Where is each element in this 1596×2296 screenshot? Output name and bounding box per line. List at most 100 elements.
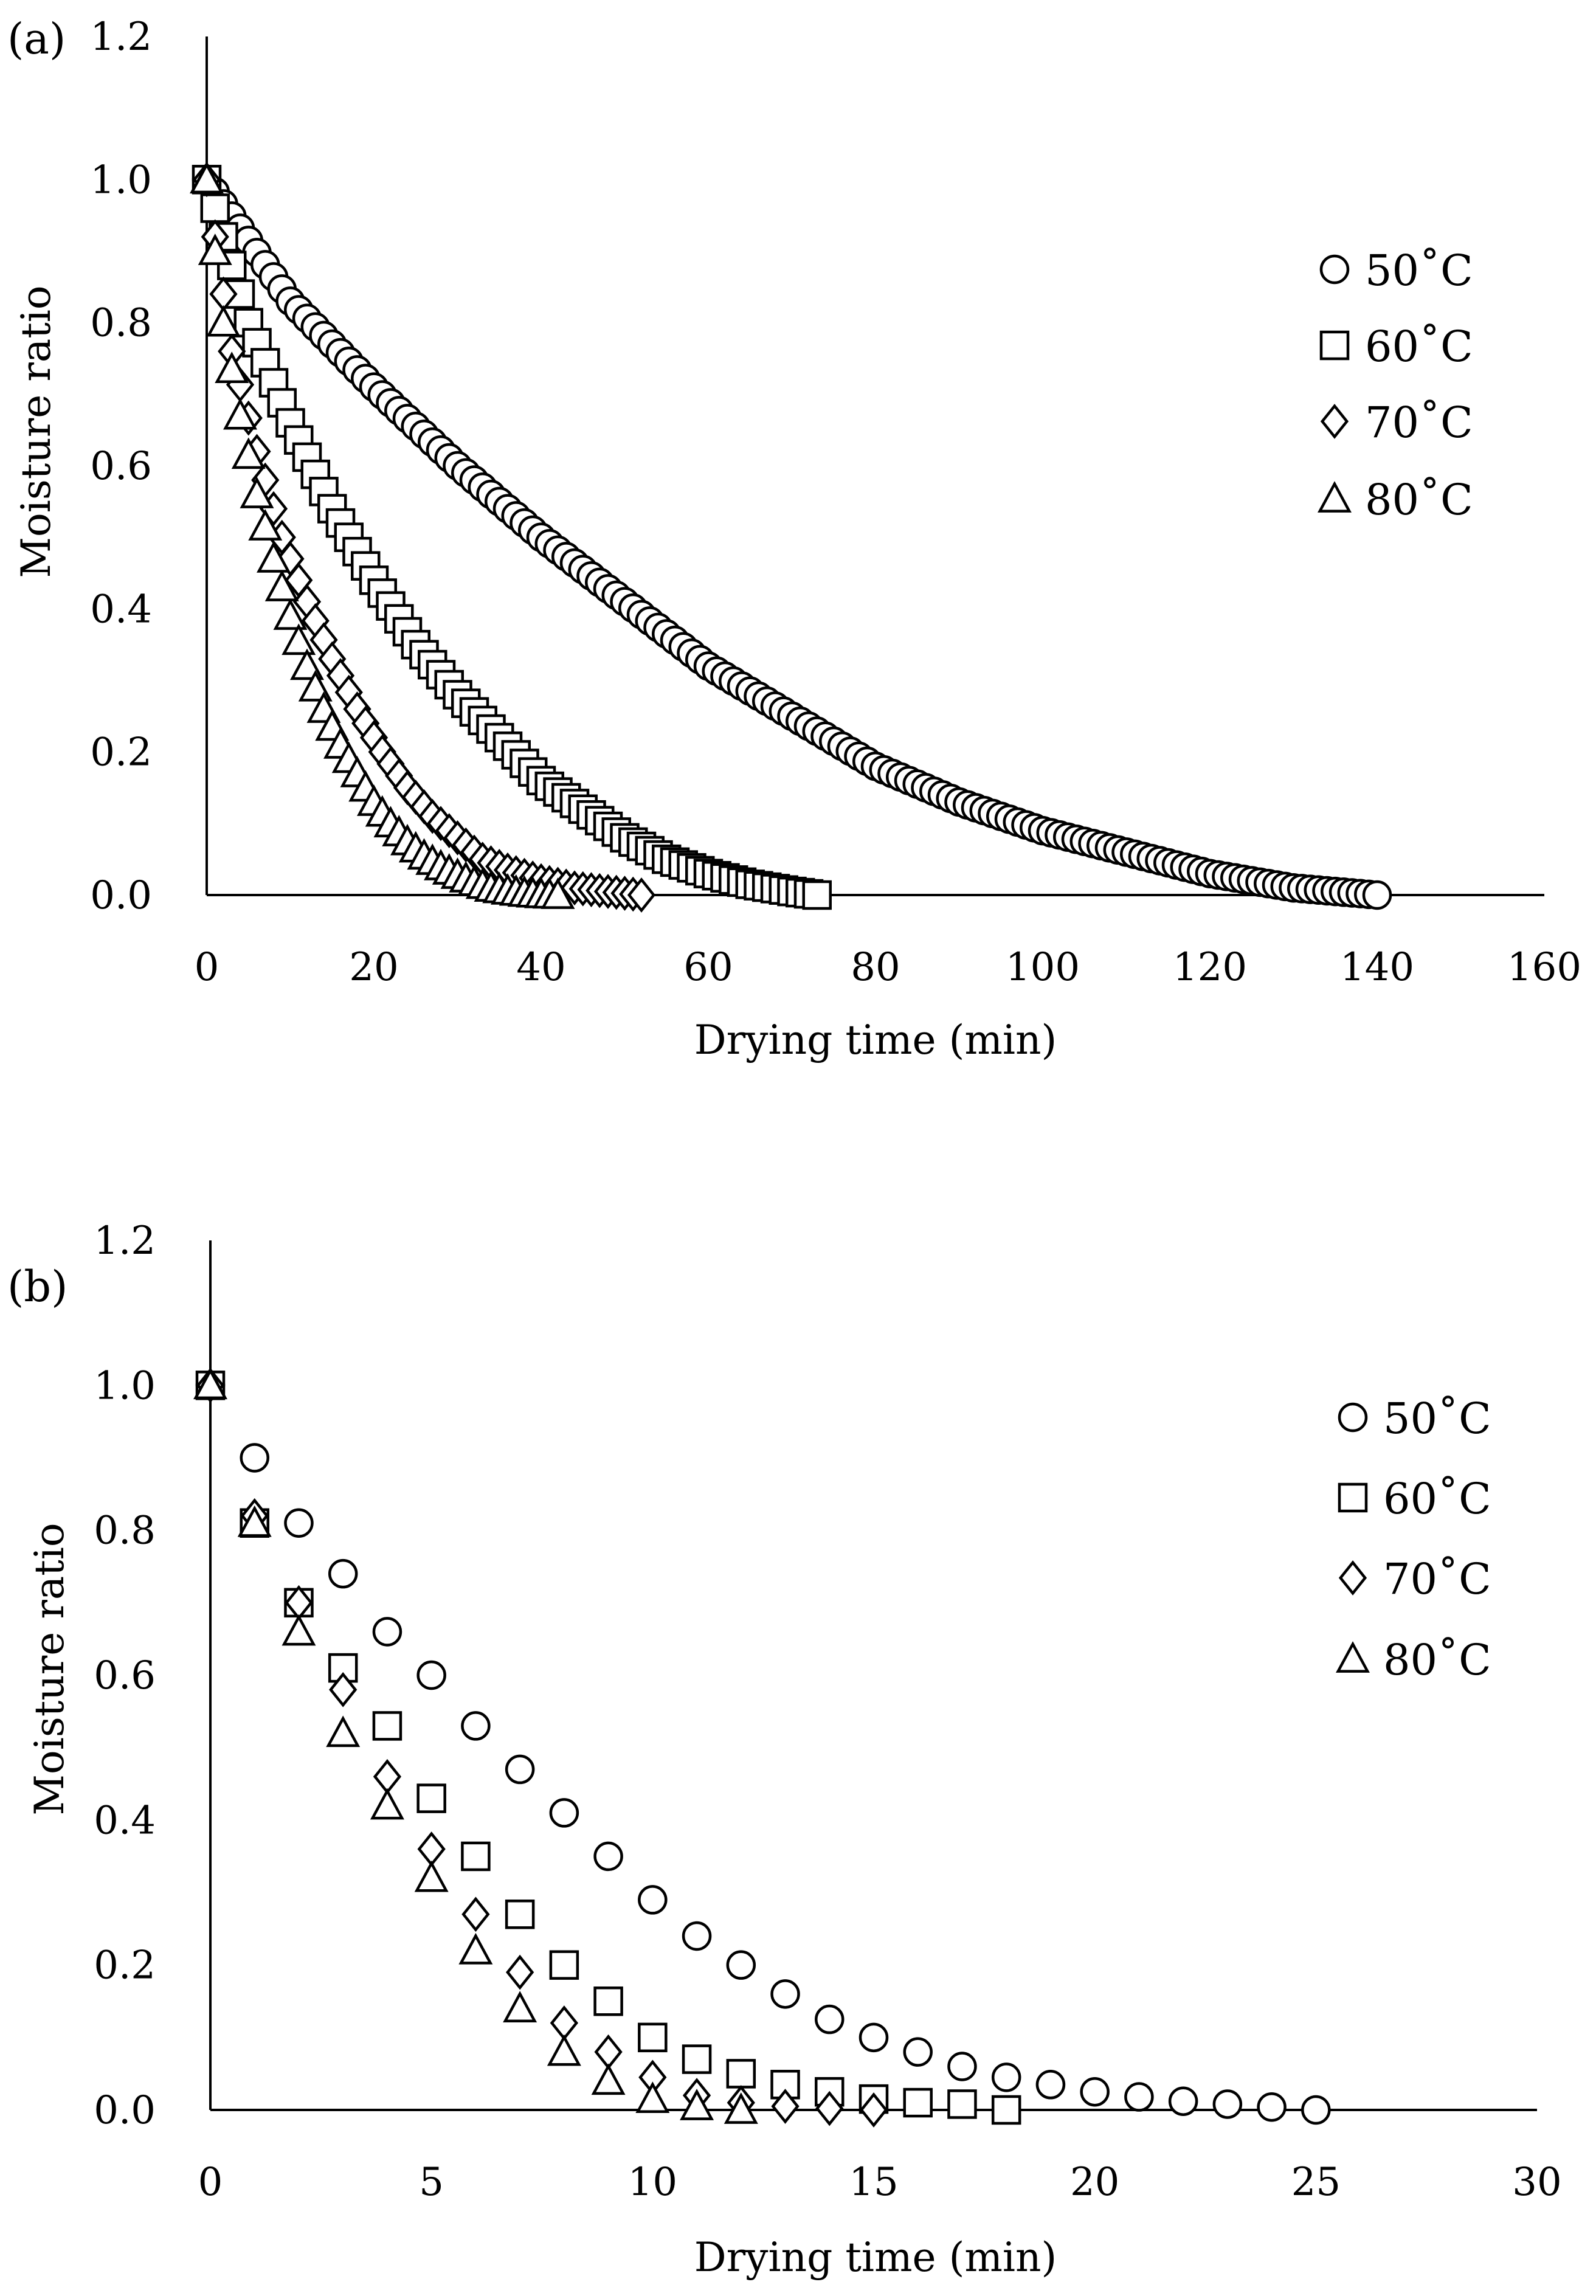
data-point-triangle	[264, 570, 299, 601]
data-point-circle	[1035, 2070, 1066, 2100]
data-point-triangle	[326, 1715, 361, 1748]
data-point-circle	[858, 2022, 889, 2053]
data-point-circle	[461, 1711, 491, 1741]
panel-b: (b) 0.0 0.2 0.4 0.6 0.8 1.0 1.2 0 5 10 15 20 25 30 M…	[7, 1219, 1562, 2281]
data-point-triangle	[193, 1368, 227, 1400]
legend-marker-square	[1319, 330, 1350, 361]
data-point-diamond	[329, 1672, 358, 1707]
y-tick-label: 1.0	[90, 157, 152, 202]
data-point-square	[947, 2089, 977, 2119]
legend-label: 60˚C	[1383, 1474, 1491, 1524]
data-point-circle	[505, 1754, 535, 1785]
series-circle	[195, 1371, 1331, 2125]
y-axis-title: Moisture ratio	[26, 1523, 73, 1815]
legend-item: 80˚C	[1318, 475, 1473, 525]
data-point-circle	[372, 1617, 402, 1647]
data-point-diamond	[417, 1831, 446, 1867]
legend-item: 50˚C	[1319, 246, 1473, 296]
x-axis-title: Drying time (min)	[694, 1017, 1057, 1063]
legend-item: 70˚C	[1338, 1554, 1491, 1604]
y-tick-label: 0.8	[94, 1509, 156, 1554]
data-series	[193, 1368, 1331, 2128]
data-point-square	[638, 2022, 668, 2053]
data-point-circle	[1212, 2089, 1243, 2119]
data-point-square	[549, 1950, 579, 1980]
data-point-circle	[947, 2052, 977, 2081]
legend-marker-diamond	[1320, 404, 1349, 439]
series-diamond	[192, 162, 656, 913]
x-tick-label: 20	[349, 945, 398, 990]
data-point-triangle	[298, 669, 333, 702]
data-point-triangle	[680, 2089, 714, 2120]
data-point-circle	[903, 2037, 933, 2067]
panel-label-a: (a)	[7, 14, 66, 64]
x-tick-label: 25	[1291, 2160, 1341, 2205]
x-tick-label: 5	[419, 2160, 444, 2205]
data-point-triangle	[273, 598, 308, 630]
data-point-triangle	[215, 351, 249, 383]
y-tick-label: 1.2	[90, 15, 152, 60]
data-point-diamond	[815, 2090, 844, 2126]
series-circle	[192, 165, 1392, 910]
legend-item: 80˚C	[1336, 1635, 1491, 1685]
series-square	[195, 1371, 1021, 2125]
data-point-triangle	[503, 1991, 537, 2022]
y-tick-label: 0.8	[90, 301, 152, 346]
data-point-triangle	[190, 162, 224, 194]
panel-label-b: (b)	[7, 1262, 67, 1312]
data-point-triangle	[248, 509, 283, 541]
x-tick-label: 120	[1173, 945, 1247, 990]
x-tick-label: 60	[683, 945, 733, 990]
data-point-diamond	[859, 2092, 888, 2128]
legend-item: 70˚C	[1320, 398, 1473, 448]
data-point-circle	[991, 2063, 1021, 2092]
data-point-circle	[593, 1841, 623, 1872]
data-point-triangle	[370, 1788, 404, 1820]
x-tick-label: 10	[628, 2160, 677, 2205]
x-tick-label: 140	[1340, 945, 1414, 990]
x-tick-label: 100	[1006, 945, 1080, 990]
x-tick-label: 0	[198, 2160, 223, 2205]
legend-label: 50˚C	[1383, 1394, 1491, 1444]
legend-marker-triangle	[1318, 481, 1352, 513]
data-point-triangle	[724, 2092, 758, 2124]
legend-item: 60˚C	[1338, 1474, 1491, 1524]
data-point-triangle	[282, 1614, 316, 1646]
y-tick-label: 0.6	[94, 1653, 156, 1698]
data-point-triangle	[541, 877, 575, 909]
data-point-circle	[1080, 2076, 1110, 2107]
y-axis-ticks: 0.0 0.2 0.4 0.6 0.8 1.0 1.2	[90, 15, 152, 918]
data-point-square	[682, 2044, 712, 2074]
y-tick-label: 0.4	[94, 1798, 156, 1843]
x-axis-ticks: 0 5 10 15 20 25 30	[198, 2160, 1562, 2205]
y-tick-label: 1.2	[94, 1219, 156, 1264]
y-tick-label: 0.4	[90, 587, 152, 632]
data-point-diamond	[627, 877, 656, 913]
x-tick-label: 0	[195, 945, 219, 990]
y-tick-label: 0.2	[90, 730, 152, 775]
x-tick-label: 15	[849, 2160, 898, 2205]
data-point-circle	[549, 1798, 579, 1828]
data-point-triangle	[414, 1860, 449, 1892]
data-point-circle	[1257, 2092, 1287, 2122]
legend-marker-triangle	[1336, 1641, 1370, 1673]
data-point-square	[372, 1711, 402, 1741]
data-point-circle	[726, 1950, 756, 1980]
legend-item: 60˚C	[1319, 322, 1473, 372]
data-point-square	[903, 2087, 933, 2118]
data-point-triangle	[198, 233, 232, 265]
y-axis-title: Moisture ratio	[13, 285, 60, 578]
data-point-circle	[770, 1979, 800, 2009]
data-point-circle	[1168, 2086, 1198, 2116]
data-point-triangle	[547, 2034, 581, 2066]
data-point-square	[461, 1841, 491, 1872]
y-axis-ticks: 0.0 0.2 0.4 0.6 0.8 1.0 1.2	[94, 1219, 156, 2133]
data-point-square	[505, 1900, 535, 1929]
series-triangle	[190, 162, 575, 909]
data-point-circle	[284, 1508, 314, 1538]
panel-a: (a) 0.0 0.2 0.4 0.6 0.8 1.0 1.2 0 20 40 60 80 100 12…	[7, 14, 1581, 1063]
x-tick-label: 30	[1512, 2160, 1561, 2205]
data-point-triangle	[257, 541, 291, 573]
x-axis-ticks: 0 20 40 60 80 100 120 140 160	[195, 945, 1581, 990]
